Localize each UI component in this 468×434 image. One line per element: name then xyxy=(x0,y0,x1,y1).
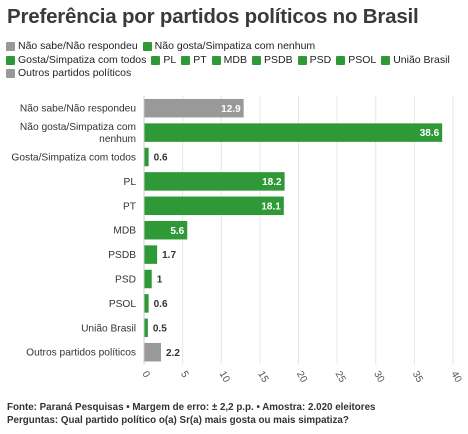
category-label: PSDB xyxy=(108,250,136,261)
legend-swatch xyxy=(181,55,191,65)
value-label: 38.6 xyxy=(420,128,440,139)
source-note: Fonte: Paraná Pesquisas • Margem de erro… xyxy=(7,402,376,413)
legend-swatch xyxy=(6,69,15,79)
x-tick-label: 10 xyxy=(217,369,232,385)
legend-label: Não gosta/Simpatiza com nenhum xyxy=(154,40,316,52)
chart-legend: Não sabe/Não respondeu Não gosta/Simpatiz… xyxy=(6,40,462,81)
x-tick-label: 25 xyxy=(333,369,348,385)
legend-entry: União Brasil xyxy=(381,54,450,68)
legend-entry: PSD xyxy=(297,53,332,68)
legend-swatch xyxy=(336,55,346,65)
value-label: 0.5 xyxy=(153,323,167,334)
x-tick-label: 5 xyxy=(178,369,191,380)
category-label: PSOL xyxy=(109,299,137,310)
bar xyxy=(144,294,149,313)
legend-label: MDB xyxy=(223,53,247,66)
legend-label: PL xyxy=(163,53,177,66)
legend-entry: PL xyxy=(151,54,176,68)
bar xyxy=(144,98,244,118)
value-label: 18.2 xyxy=(262,177,282,188)
legend-label: PSDB xyxy=(264,53,293,66)
bar xyxy=(144,147,149,167)
chart-footer: Fonte: Paraná Pesquisas • Margem de erro… xyxy=(7,401,376,427)
category-label: PSD xyxy=(115,275,136,286)
legend-swatch xyxy=(297,55,307,65)
legend-swatch xyxy=(252,55,261,65)
category-label: União Brasil xyxy=(81,323,136,334)
bar xyxy=(144,220,188,240)
question-note: Perguntas: Qual partido político o(a) Sr… xyxy=(7,415,349,426)
legend-label: PT xyxy=(193,53,207,66)
legend-entry: Não sabe/Não respondeu xyxy=(6,40,138,54)
category-label: Não gosta/Simpatiza com nenhum xyxy=(20,122,136,145)
bar xyxy=(144,123,443,142)
legend-entry: Não gosta/Simpatiza com nenhum xyxy=(142,40,316,54)
legend-entry: PT xyxy=(181,53,207,68)
legend-swatch xyxy=(6,55,15,65)
legend-label: Outros partidos políticos xyxy=(18,67,132,79)
category-label: PL xyxy=(124,177,137,188)
legend-swatch xyxy=(211,55,221,65)
legend-label: Gosta/Simpatiza com todos xyxy=(18,53,147,66)
bar xyxy=(144,196,284,216)
value-label: 18.1 xyxy=(261,201,281,212)
legend-swatch xyxy=(151,55,161,65)
value-label: 0.6 xyxy=(154,153,168,164)
value-label: 12.9 xyxy=(221,104,241,115)
bar xyxy=(144,245,158,264)
legend-swatch xyxy=(142,42,152,52)
bar xyxy=(144,172,285,191)
value-label: 2.2 xyxy=(166,348,180,359)
x-tick-label: 20 xyxy=(294,369,309,385)
value-label: 1.7 xyxy=(162,250,176,261)
category-label: MDB xyxy=(113,226,136,237)
chart-title: Preferência por partidos políticos no Br… xyxy=(7,5,419,28)
category-label: Gosta/Simpatiza com todos xyxy=(11,153,136,164)
value-label: 1 xyxy=(157,275,163,286)
category-label: Outros partidos políticos xyxy=(26,348,136,359)
x-tick-label: 35 xyxy=(410,369,425,385)
bar xyxy=(144,269,152,289)
category-label: Não sabe/Não respondeu xyxy=(20,104,136,115)
legend-entry: PSOL xyxy=(336,54,376,68)
legend-entry: MDB xyxy=(211,53,247,68)
legend-label: PSD xyxy=(309,53,332,66)
bar xyxy=(144,318,148,338)
legend-entry: Outros partidos políticos xyxy=(6,67,131,81)
x-tick-label: 40 xyxy=(448,369,463,385)
value-label: 0.6 xyxy=(154,299,168,310)
legend-entry: Gosta/Simpatiza com todos xyxy=(6,54,146,68)
value-label: 5.6 xyxy=(170,226,184,237)
legend-label: União Brasil xyxy=(393,53,450,66)
x-tick-label: 30 xyxy=(371,369,386,385)
bar xyxy=(144,342,161,362)
x-tick-label: 15 xyxy=(255,369,270,385)
legend-swatch xyxy=(381,55,391,65)
legend-label: PSOL xyxy=(348,53,377,66)
legend-entry: PSDB xyxy=(252,54,293,68)
legend-label: Não sabe/Não respondeu xyxy=(18,40,138,52)
x-tick-label: 0 xyxy=(139,369,152,380)
legend-swatch xyxy=(6,42,15,52)
category-label: PT xyxy=(123,201,136,212)
